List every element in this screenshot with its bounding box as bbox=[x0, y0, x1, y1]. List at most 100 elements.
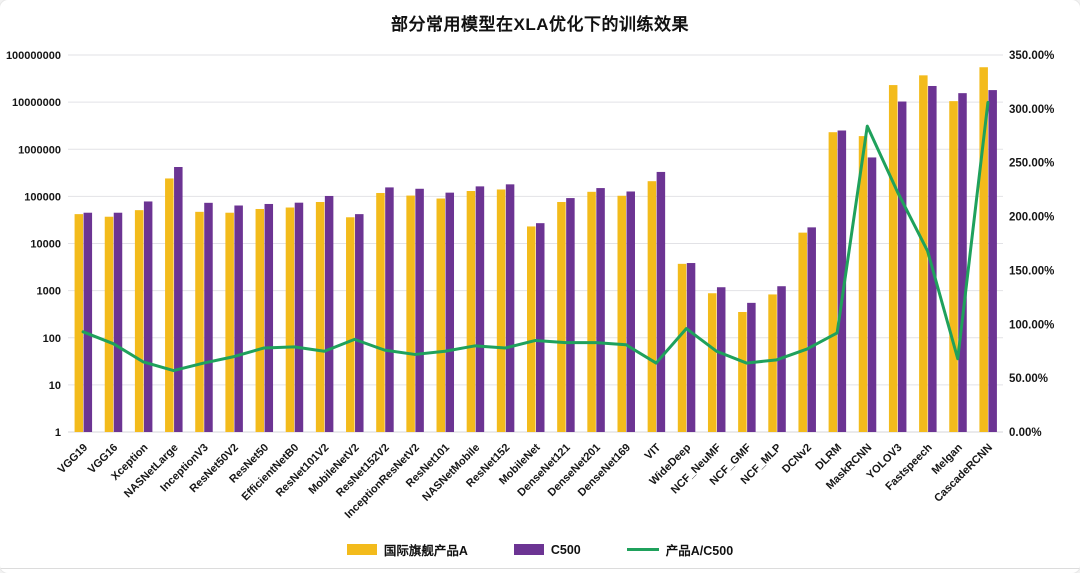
bar-c500 bbox=[143, 201, 153, 432]
bar-product-a bbox=[768, 294, 777, 432]
bar-product-a bbox=[557, 201, 566, 432]
bar-c500 bbox=[807, 227, 816, 432]
x-axis-label: ResNet101V2 bbox=[274, 442, 332, 500]
bar-product-a bbox=[496, 189, 506, 432]
bar-c500 bbox=[204, 202, 213, 432]
bar-c500 bbox=[837, 130, 847, 432]
left-axis-tick-label: 10000 bbox=[30, 239, 61, 251]
bar-product-a bbox=[436, 198, 446, 432]
legend-label-c500: C500 bbox=[550, 542, 581, 557]
x-axis-label: VGG19 bbox=[56, 442, 90, 476]
bar-product-a bbox=[949, 101, 958, 432]
bar-product-a bbox=[647, 181, 657, 432]
legend-swatch-c500-icon bbox=[513, 544, 544, 555]
bar-product-a bbox=[406, 195, 415, 432]
right-axis-tick-label: 350.00% bbox=[1009, 50, 1054, 62]
bar-c500 bbox=[264, 203, 274, 432]
bar-product-a bbox=[285, 207, 295, 432]
left-axis-tick-label: 1000000 bbox=[18, 144, 61, 156]
bar-c500 bbox=[988, 90, 997, 433]
legend-label-ratio: 产品A/C500 bbox=[665, 544, 734, 558]
x-axis-label: VIT bbox=[643, 441, 664, 462]
bar-product-a bbox=[104, 216, 114, 432]
bottom-divider bbox=[0, 568, 1080, 569]
bar-product-a bbox=[919, 75, 928, 432]
chart-legend: 国际旗舰产品A C500 产品A/C500 bbox=[0, 540, 1080, 559]
legend-label-product-a: 国际旗舰产品A bbox=[383, 544, 468, 558]
bar-product-a bbox=[828, 132, 838, 432]
left-axis-tick-label: 1000 bbox=[37, 286, 61, 298]
bar-c500 bbox=[626, 191, 635, 432]
bar-product-a bbox=[858, 136, 868, 432]
x-axis-label: DenseNet121 bbox=[515, 442, 572, 499]
bar-product-a bbox=[225, 212, 234, 432]
bar-product-a bbox=[888, 85, 898, 432]
x-axis-label: DCNv2 bbox=[780, 442, 814, 476]
bar-product-a bbox=[255, 208, 265, 432]
chart-title: 部分常用模型在XLA优化下的训练效果 bbox=[391, 15, 689, 34]
bar-c500 bbox=[928, 85, 937, 432]
bar-c500 bbox=[324, 195, 334, 432]
bar-product-a bbox=[798, 232, 807, 432]
bar-product-a bbox=[738, 311, 747, 432]
bar-product-a bbox=[617, 195, 626, 432]
bar-c500 bbox=[475, 186, 485, 432]
right-axis-tick-label: 0.00% bbox=[1009, 427, 1042, 439]
bar-c500 bbox=[566, 198, 575, 432]
legend-item-product-a: 国际旗舰产品A bbox=[346, 540, 468, 559]
bar-c500 bbox=[536, 223, 545, 432]
left-axis-tick-label: 1 bbox=[55, 427, 61, 439]
right-axis-tick-label: 300.00% bbox=[1009, 104, 1054, 116]
x-axis-label: DenseNet201 bbox=[546, 442, 603, 499]
right-axis-tick-label: 200.00% bbox=[1009, 212, 1054, 224]
bar-product-a bbox=[466, 191, 476, 432]
bar-product-a bbox=[195, 211, 204, 432]
bar-product-a bbox=[165, 178, 174, 432]
left-axis-tick-label: 100000 bbox=[24, 191, 61, 203]
right-axis-tick-label: 50.00% bbox=[1009, 373, 1048, 385]
bar-c500 bbox=[958, 93, 967, 433]
left-axis-tick-label: 100 bbox=[43, 333, 61, 345]
x-axis-label: ResNet152V2 bbox=[334, 442, 392, 500]
bar-product-a bbox=[677, 263, 687, 432]
bar-c500 bbox=[505, 184, 515, 432]
bar-c500 bbox=[445, 192, 455, 432]
bar-c500 bbox=[747, 302, 756, 432]
ratio-line bbox=[81, 100, 990, 373]
legend-line-ratio-icon bbox=[626, 548, 659, 551]
bar-c500 bbox=[686, 263, 696, 432]
bar-product-a bbox=[134, 210, 144, 432]
bar-c500 bbox=[355, 214, 364, 432]
bar-c500 bbox=[897, 101, 907, 432]
bar-c500 bbox=[415, 188, 424, 432]
bar-c500 bbox=[656, 171, 666, 432]
legend-item-ratio: 产品A/C500 bbox=[626, 540, 734, 559]
bar-c500 bbox=[385, 187, 394, 432]
bar-product-a bbox=[587, 191, 596, 432]
bar-product-a bbox=[346, 217, 355, 432]
left-axis-tick-label: 100000000 bbox=[6, 50, 61, 62]
legend-swatch-product-a-icon bbox=[346, 544, 377, 555]
bar-c500 bbox=[174, 167, 183, 432]
bar-c500 bbox=[716, 287, 726, 432]
bar-product-a bbox=[979, 67, 988, 432]
bar-product-a bbox=[315, 201, 325, 432]
left-axis-tick-label: 10000000 bbox=[12, 97, 61, 109]
x-axis-labels: VGG19VGG16XceptionNASNetLargeInceptionV3… bbox=[56, 441, 995, 521]
left-axis-tick-label: 10 bbox=[49, 380, 61, 392]
legend-item-c500: C500 bbox=[513, 542, 581, 557]
bar-c500 bbox=[234, 205, 243, 432]
bar-c500 bbox=[113, 212, 123, 432]
bar-c500 bbox=[83, 212, 93, 432]
bar-product-a bbox=[527, 226, 536, 432]
bar-product-a bbox=[74, 214, 84, 432]
x-axis-label: DenseNet169 bbox=[576, 442, 633, 499]
bar-c500 bbox=[867, 157, 877, 432]
bar-c500 bbox=[294, 202, 304, 432]
bar-product-a bbox=[707, 293, 717, 432]
right-axis-tick-label: 100.00% bbox=[1009, 319, 1054, 331]
bar-c500 bbox=[596, 188, 605, 432]
right-axis-tick-label: 250.00% bbox=[1009, 158, 1054, 170]
